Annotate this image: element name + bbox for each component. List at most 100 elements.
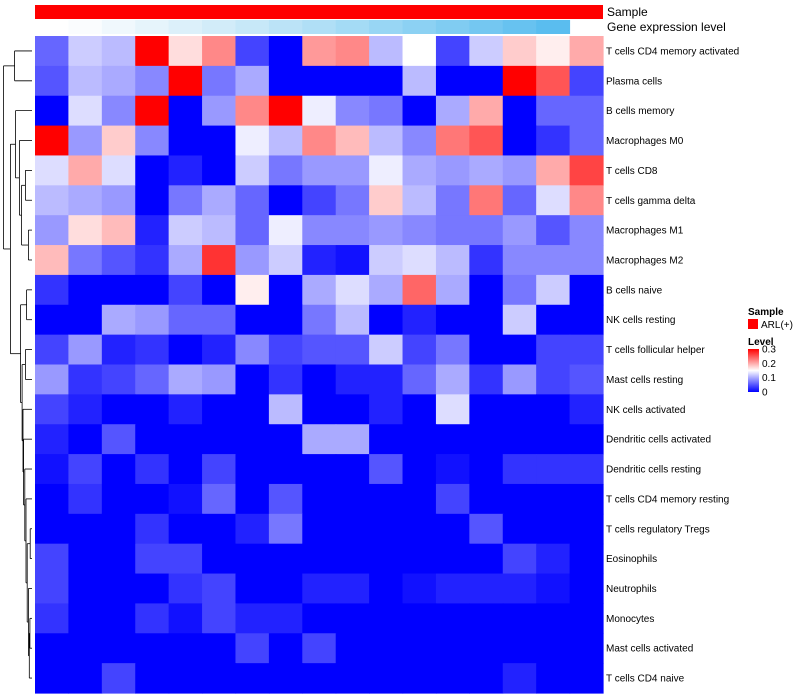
heatmap-cell (68, 215, 103, 246)
heatmap-cell (268, 245, 303, 276)
heatmap-cell (68, 454, 103, 485)
heatmap-cell (469, 364, 504, 395)
heatmap-cell (135, 334, 170, 366)
heatmap-cell (435, 185, 470, 216)
heatmap-cell (235, 543, 270, 575)
row-label: Monocytes (606, 614, 654, 625)
heatmap-cell (135, 364, 170, 395)
heatmap-cell (502, 304, 537, 336)
heatmap-cell (302, 36, 337, 67)
heatmap-cell (369, 36, 404, 67)
row-label: T cells CD8 (606, 166, 658, 177)
heatmap-cell (502, 394, 537, 425)
heatmap-cell (235, 245, 270, 276)
heatmap-cell (302, 394, 337, 425)
heatmap-cell (302, 65, 337, 97)
heatmap-cell (536, 334, 571, 366)
heatmap-cell (302, 304, 337, 336)
heatmap-cell (135, 663, 170, 694)
heatmap-cell (469, 125, 504, 157)
heatmap-cell (202, 304, 237, 336)
heatmap-cell (268, 424, 303, 455)
heatmap-cell (302, 454, 337, 485)
expression-annotation-cell (469, 20, 504, 34)
heatmap-cell (369, 513, 404, 545)
heatmap-cell (335, 364, 370, 395)
heatmap-cell (202, 483, 237, 515)
heatmap-cell (101, 483, 136, 515)
heatmap-cell (168, 573, 203, 605)
heatmap-cell (268, 483, 303, 515)
heatmap-cell (502, 454, 537, 485)
heatmap-cell (402, 513, 437, 545)
heatmap-cell (469, 155, 504, 186)
heatmap-cell (68, 185, 103, 216)
heatmap-cell (101, 573, 136, 605)
expression-annotation-label: Gene expression level (607, 20, 726, 34)
heatmap-cell (101, 513, 136, 545)
heatmap-cell (68, 95, 103, 127)
heatmap-cell (569, 245, 604, 276)
heatmap-cell (235, 424, 270, 455)
heatmap-cell (235, 304, 270, 336)
heatmap-cell (335, 633, 370, 664)
heatmap-cell (369, 245, 404, 276)
heatmap-cell (168, 633, 203, 664)
heatmap-cell (168, 155, 203, 186)
heatmap-cell (202, 334, 237, 366)
expression-annotation-cell (268, 20, 303, 34)
heatmap-cell (101, 633, 136, 664)
heatmap-cell (268, 663, 303, 694)
heatmap-cell (68, 543, 103, 575)
heatmap-cell (335, 573, 370, 605)
heatmap-cell (68, 65, 103, 97)
heatmap-cell (302, 185, 337, 216)
heatmap-cell (502, 215, 537, 246)
row-label: T cells follicular helper (606, 345, 705, 356)
heatmap-cell (502, 603, 537, 634)
heatmap-cell (268, 95, 303, 127)
heatmap-cell (302, 95, 337, 127)
heatmap-cell (168, 36, 203, 67)
heatmap-cell (135, 245, 170, 276)
heatmap-cell (101, 543, 136, 575)
heatmap-cell (469, 185, 504, 216)
heatmap-cell (569, 334, 604, 366)
heatmap-cell (268, 543, 303, 575)
heatmap-cell (268, 155, 303, 186)
heatmap-cell (569, 155, 604, 186)
row-label: T cells gamma delta (606, 196, 696, 207)
heatmap-cell (502, 424, 537, 455)
heatmap-cell (268, 633, 303, 664)
heatmap-cell (502, 334, 537, 366)
heatmap-cell (202, 394, 237, 425)
heatmap-cell (369, 633, 404, 664)
heatmap-cell (202, 663, 237, 694)
heatmap-cell (402, 65, 437, 97)
heatmap-cell (502, 245, 537, 276)
heatmap-cell (435, 245, 470, 276)
heatmap-cell (268, 125, 303, 157)
heatmap-cell (435, 304, 470, 336)
row-label: Dendritic cells activated (606, 435, 711, 446)
row-label: T cells CD4 memory activated (606, 46, 739, 57)
heatmap-cell (101, 663, 136, 694)
heatmap-cell (435, 573, 470, 605)
heatmap-cell (135, 633, 170, 664)
heatmap-cell (268, 513, 303, 545)
heatmap-cell (402, 215, 437, 246)
heatmap-cell (168, 663, 203, 694)
heatmap-cell (569, 215, 604, 246)
heatmap-cell (369, 424, 404, 455)
heatmap-cell (302, 215, 337, 246)
heatmap-cell (302, 125, 337, 157)
heatmap-cell (302, 573, 337, 605)
heatmap-cell (302, 334, 337, 366)
heatmap-cell (202, 65, 237, 97)
heatmap-cell (35, 663, 70, 694)
heatmap-cell (268, 394, 303, 425)
heatmap-cell (68, 424, 103, 455)
heatmap-cell (402, 483, 437, 515)
heatmap-cell (101, 274, 136, 306)
heatmap-cell (168, 304, 203, 336)
